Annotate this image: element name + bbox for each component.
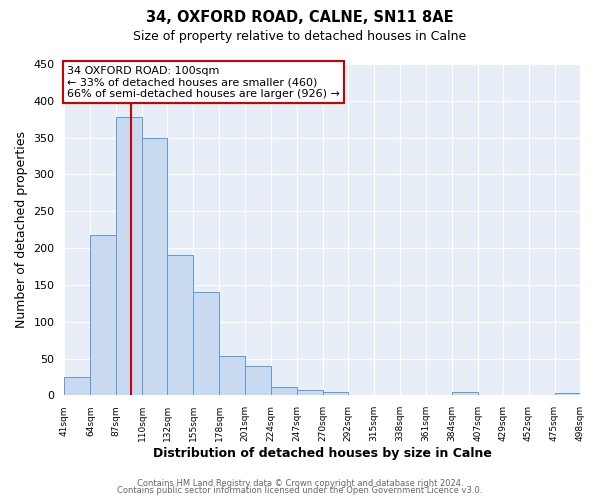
Bar	[193, 292, 219, 396]
Text: Contains public sector information licensed under the Open Government Licence v3: Contains public sector information licen…	[118, 486, 482, 495]
Bar	[142, 138, 167, 396]
Bar	[219, 356, 245, 396]
Text: Size of property relative to detached houses in Calne: Size of property relative to detached ho…	[133, 30, 467, 43]
Bar	[323, 392, 348, 396]
Bar	[91, 235, 116, 396]
X-axis label: Distribution of detached houses by size in Calne: Distribution of detached houses by size …	[153, 447, 492, 460]
Bar	[271, 386, 297, 396]
Bar	[374, 394, 400, 396]
Bar	[167, 256, 193, 396]
Text: Contains HM Land Registry data © Crown copyright and database right 2024.: Contains HM Land Registry data © Crown c…	[137, 478, 463, 488]
Text: 34, OXFORD ROAD, CALNE, SN11 8AE: 34, OXFORD ROAD, CALNE, SN11 8AE	[146, 10, 454, 25]
Y-axis label: Number of detached properties: Number of detached properties	[15, 131, 28, 328]
Bar	[554, 393, 580, 396]
Bar	[64, 377, 91, 396]
Bar	[297, 390, 323, 396]
Bar	[245, 366, 271, 396]
Bar	[116, 117, 142, 396]
Text: 34 OXFORD ROAD: 100sqm
← 33% of detached houses are smaller (460)
66% of semi-de: 34 OXFORD ROAD: 100sqm ← 33% of detached…	[67, 66, 340, 99]
Bar	[452, 392, 478, 396]
